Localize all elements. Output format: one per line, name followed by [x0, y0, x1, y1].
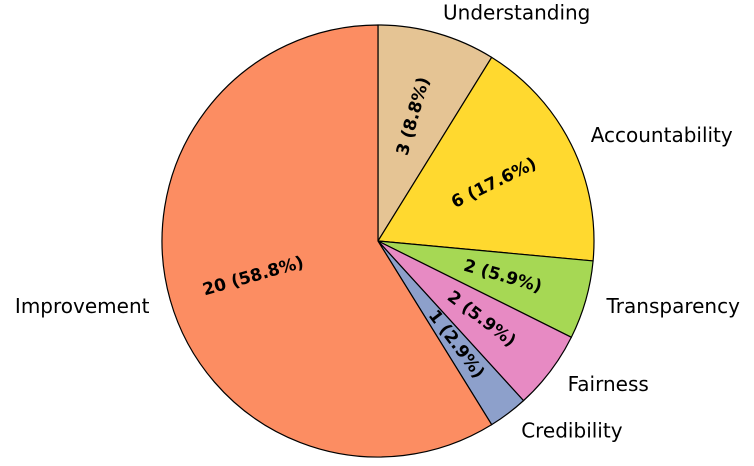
category-label-improvement: Improvement [15, 294, 150, 318]
category-label-accountability: Accountability [591, 123, 733, 147]
slice-understanding [377, 24, 493, 242]
category-label-credibility: Credibility [521, 419, 623, 443]
category-label-fairness: Fairness [568, 372, 649, 396]
slice-accountability [377, 56, 595, 262]
category-label-understanding: Understanding [443, 0, 590, 24]
category-labels: Understanding Accountability Transparency F… [15, 0, 740, 442]
slice-improvement [161, 24, 493, 458]
pie-slices [161, 24, 595, 458]
category-label-transparency: Transparency [606, 294, 741, 318]
